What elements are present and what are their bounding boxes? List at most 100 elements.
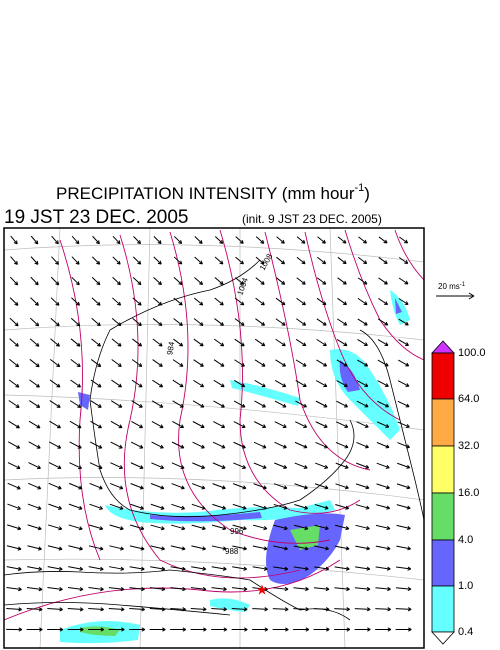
wind-arrow [8,441,21,449]
graticule [4,228,424,648]
wind-arrow [6,587,22,592]
map: 996 988 984 1004 1008 ★ [4,228,424,648]
wind-arrow [396,483,411,490]
wind-arrow [71,256,80,265]
wind-arrow [111,338,122,347]
wind-arrow [88,607,104,612]
wind-arrow [112,297,122,306]
wind-arrow [71,235,80,245]
wind-arrow [253,462,267,469]
wind-arrow [68,545,83,551]
wind-arrow [375,607,391,612]
wind-arrow [26,587,43,592]
wind-arrow [172,421,185,429]
wind-arrow [30,256,39,265]
wind-arrow [149,607,166,612]
wind-arrow [294,503,309,510]
wind-arrow [276,236,285,244]
wind-arrow [272,586,289,592]
wind-arrow [293,545,309,551]
wind-arrow [170,545,186,551]
wind-arrow [254,338,266,347]
wind-arrow [399,236,409,244]
title-exponent: -1 [355,182,365,194]
wind-arrow [89,482,103,490]
wind-arrow [293,586,309,592]
wind-arrow [336,359,348,367]
wind-arrow [150,566,166,571]
wind-arrow [397,421,410,428]
wind-arrow [316,359,328,367]
wind-arrow [315,380,328,387]
wind-arrow [211,524,227,531]
contour-label: 984 [165,340,176,355]
wind-arrow [150,503,165,510]
wind-arrow [132,276,142,286]
wind-arrow [334,586,350,592]
wind-arrow [90,400,102,408]
wind-arrow [233,441,246,449]
wind-arrow [190,586,207,592]
wind-arrow [314,483,329,490]
wind-arrow [69,400,82,408]
wind-arrow [47,566,63,571]
wind-arrow [293,566,309,571]
wind-arrow [108,607,125,612]
wind-arrow [47,545,63,551]
colorbar-label: 64.0 [458,393,479,405]
wind-arrow [255,236,265,244]
wind-arrow [273,545,288,551]
wind-arrow [316,318,327,326]
wind-arrow [231,627,248,632]
wind-arrow [192,441,205,449]
wind-arrow [49,379,61,388]
wind-arrow [396,524,411,531]
wind-arrow [68,524,83,531]
wind-arrow [109,503,124,510]
wind-arrow [130,483,144,490]
wind-arrow [91,297,101,306]
wind-arrow [395,627,412,632]
wind-arrow [29,358,40,368]
wind-arrow [296,256,306,265]
wind-arrow [70,358,81,368]
wind-arrow [131,379,143,388]
wind-arrow [27,566,43,571]
wind-arrow [131,400,143,408]
map-frame [3,227,425,649]
wind-arrow [192,421,205,429]
wind-arrow [27,524,42,531]
wind-arrow [132,256,142,265]
wind-arrow [296,318,307,326]
wind-arrow [91,338,101,347]
wind-arrow [130,524,145,531]
wind-arrow [334,545,350,551]
wind-arrow [130,462,144,470]
wind-arrow [212,503,227,510]
title: PRECIPITATION INTENSITY (mm hour-1) [56,182,370,204]
wind-arrow [232,524,247,531]
colorbar-label: 0.4 [458,626,473,638]
wind-arrow [129,566,145,571]
wind-arrow [232,566,248,571]
wind-arrow [173,277,183,286]
wind-arrow [129,607,145,612]
wind-arrow [313,627,330,632]
wind-arrow [337,277,347,285]
wind-arrow [315,441,328,449]
wind-arrow [28,482,42,490]
wind-arrow [252,627,269,632]
wind-arrow [48,462,62,470]
wind-arrow [47,607,63,612]
wind-arrow [397,400,410,408]
wind-arrow [274,400,287,408]
wind-arrow [356,400,369,408]
wind-arrow [376,483,390,490]
wind-arrow [295,338,307,347]
wind-arrow [296,236,306,244]
wind-arrow [51,256,60,265]
wind-arrow [191,524,206,531]
wind-arrow [254,379,266,388]
title-main: PRECIPITATION INTENSITY (mm hour [56,184,355,203]
wind-arrow [337,297,347,306]
